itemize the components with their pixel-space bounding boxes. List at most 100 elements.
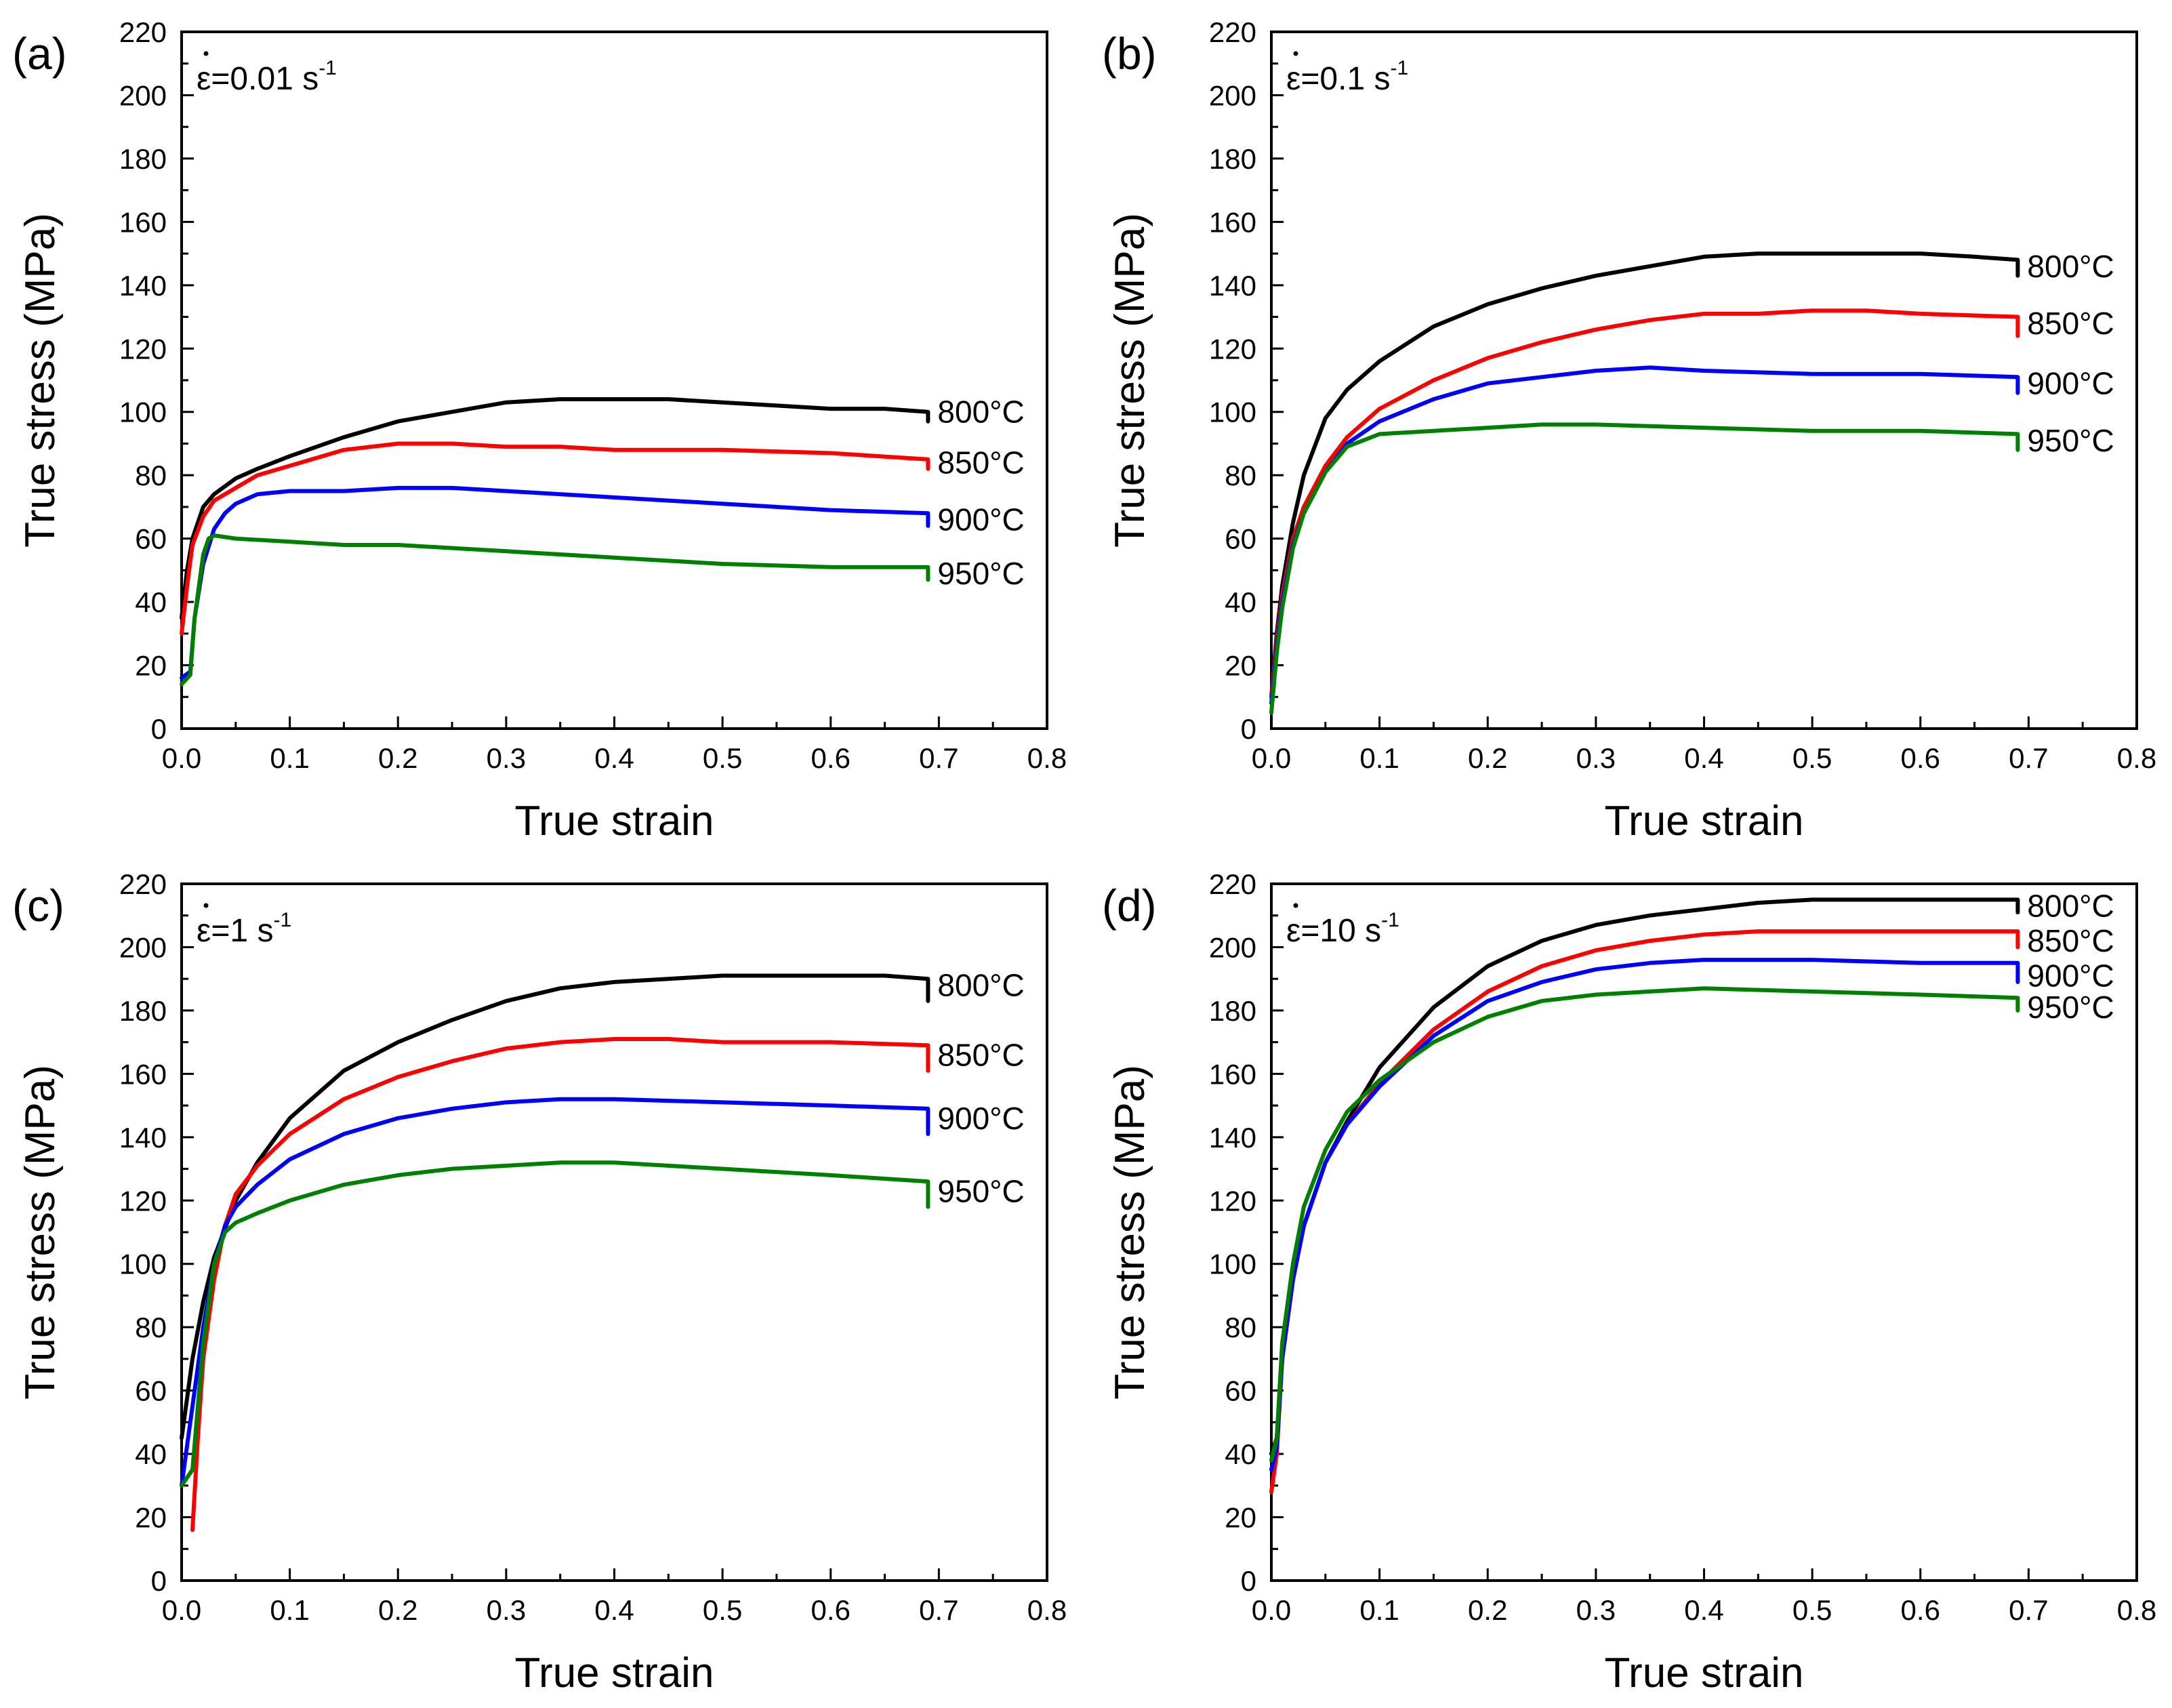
x-tick-label: 0.1	[1359, 742, 1399, 774]
panel-label: (d)	[1102, 880, 1157, 931]
series-line-950	[1269, 422, 2020, 715]
y-tick-label: 0	[1241, 713, 1256, 745]
x-tick-label: 0.3	[1576, 1594, 1616, 1626]
strain-rate-dot	[1293, 51, 1298, 56]
x-tick-label: 0.7	[2009, 742, 2048, 774]
x-tick-label: 0.1	[270, 1594, 309, 1626]
x-tick-label: 0.8	[1027, 742, 1067, 774]
series-label-850: 850°C	[937, 1037, 1024, 1072]
x-tick-label: 0.0	[1252, 1594, 1291, 1626]
y-tick-label: 200	[119, 931, 167, 963]
y-tick-label: 160	[119, 1058, 167, 1090]
series-label-850: 850°C	[937, 445, 1024, 480]
y-tick-label: 160	[119, 206, 167, 238]
y-tick-label: 180	[119, 995, 167, 1027]
series-line-800	[1269, 251, 2020, 699]
x-tick-label: 0.0	[162, 1594, 201, 1626]
series-label-900: 900°C	[2027, 366, 2114, 401]
series-line-850	[190, 1037, 930, 1532]
strain-rate-exponent: -1	[273, 909, 291, 931]
x-tick-label: 0.4	[594, 1594, 634, 1626]
y-tick-label: 60	[135, 1375, 167, 1407]
x-axis-title: True strain	[1604, 798, 1803, 845]
panel-label: (c)	[12, 880, 64, 931]
x-tick-label: 0.2	[1468, 1594, 1507, 1626]
y-tick-label: 0	[151, 1565, 167, 1597]
y-tick-label: 60	[1225, 523, 1256, 555]
x-tick-label: 0.1	[1359, 1594, 1399, 1626]
y-tick-label: 60	[135, 523, 167, 555]
y-tick-label: 220	[119, 16, 167, 48]
y-tick-label: 80	[1225, 1312, 1256, 1343]
y-tick-label: 120	[119, 1185, 167, 1217]
x-tick-label: 0.3	[487, 742, 526, 774]
series-label-800: 800°C	[2027, 249, 2114, 284]
y-tick-label: 140	[119, 270, 167, 302]
series-line-950	[180, 1160, 930, 1488]
y-axis-title: True stress (MPa)	[1107, 213, 1153, 548]
x-tick-label: 0.6	[811, 1594, 851, 1626]
y-tick-label: 100	[1209, 396, 1256, 428]
x-tick-label: 0.4	[1684, 742, 1723, 774]
series-label-800: 800°C	[937, 394, 1024, 430]
x-tick-label: 0.2	[378, 742, 417, 774]
series-label-900: 900°C	[937, 1101, 1024, 1136]
series-line-900	[1269, 365, 2020, 706]
series-label-900: 900°C	[2027, 958, 2114, 994]
y-tick-label: 40	[135, 1438, 167, 1470]
x-axis-title: True strain	[514, 798, 714, 845]
series-line-900	[180, 485, 930, 680]
strain-rate-value: ε=0.1 s	[1286, 61, 1391, 97]
series-line-950	[180, 533, 930, 687]
y-tick-label: 180	[119, 143, 167, 175]
series-label-950: 950°C	[937, 1173, 1024, 1208]
x-tick-label: 0.3	[487, 1594, 526, 1626]
x-tick-label: 0.5	[1792, 1594, 1832, 1626]
y-tick-label: 220	[119, 868, 167, 900]
strain-rate-value: ε=10 s	[1286, 913, 1381, 949]
series-line-800	[180, 973, 930, 1440]
series-line-850	[1269, 308, 2020, 699]
y-tick-label: 220	[1209, 16, 1256, 48]
series-label-800: 800°C	[2027, 889, 2114, 924]
y-tick-label: 160	[1209, 206, 1256, 238]
series-line-900	[1269, 958, 2020, 1472]
y-tick-label: 140	[119, 1122, 167, 1154]
strain-rate-exponent: -1	[1381, 909, 1399, 931]
y-tick-label: 0	[151, 713, 167, 745]
y-tick-label: 20	[1225, 1502, 1256, 1534]
x-tick-label: 0.2	[1468, 742, 1507, 774]
strain-rate-exponent: -1	[1391, 57, 1409, 79]
x-tick-label: 0.6	[811, 742, 851, 774]
x-axis-title: True strain	[1604, 1650, 1803, 1696]
strain-rate-label: ε=1 s-1	[197, 909, 291, 949]
plot-frame	[180, 30, 1048, 730]
x-tick-label: 0.5	[703, 742, 742, 774]
y-tick-label: 220	[1209, 868, 1256, 900]
x-tick-label: 0.6	[1901, 1594, 1940, 1626]
series-label-950: 950°C	[937, 556, 1024, 591]
y-tick-label: 120	[1209, 1185, 1256, 1217]
strain-rate-exponent: -1	[319, 57, 337, 79]
y-tick-label: 40	[1225, 1438, 1256, 1470]
x-tick-label: 0.8	[2117, 742, 2156, 774]
series-line-950	[1269, 986, 2020, 1463]
y-tick-label: 140	[1209, 270, 1256, 302]
x-tick-label: 0.7	[919, 742, 958, 774]
y-tick-label: 100	[1209, 1248, 1256, 1280]
series-label-950: 950°C	[2027, 423, 2114, 458]
chart-panel-c: 0.0 0.1 0.2 0.3 0.4 0.5 0.6 0.7 0.8 0 20 40 60 80 100 1…	[12, 868, 1067, 1696]
panel-label: (b)	[1102, 28, 1157, 79]
plot-frame	[1270, 30, 2138, 730]
plot-frame	[180, 882, 1048, 1582]
y-axis-title: True stress (MPa)	[17, 1065, 64, 1400]
y-tick-label: 40	[1225, 586, 1256, 618]
y-tick-label: 0	[1241, 1565, 1256, 1597]
chart-panel-b: 0.0 0.1 0.2 0.3 0.4 0.5 0.6 0.7 0.8 0 20 40 60 80 100 1…	[1102, 16, 2156, 845]
x-tick-label: 0.5	[1792, 742, 1832, 774]
y-tick-label: 120	[119, 333, 167, 365]
y-tick-label: 20	[135, 650, 167, 682]
y-tick-label: 200	[119, 79, 167, 111]
x-tick-label: 0.4	[1684, 1594, 1723, 1626]
